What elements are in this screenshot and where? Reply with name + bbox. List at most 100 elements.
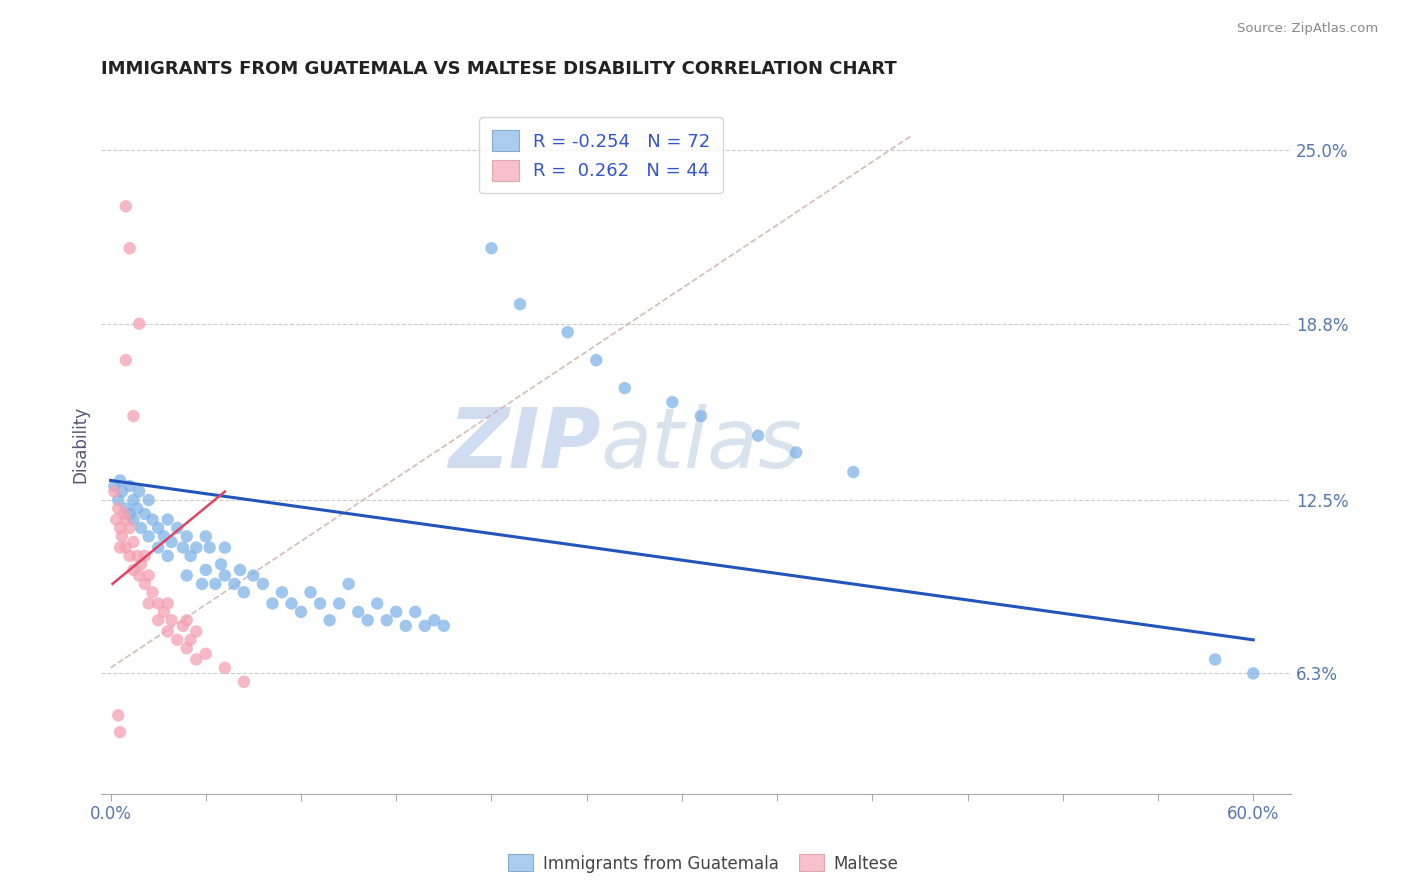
Point [172, 619, 194, 633]
Point [107, 493, 129, 508]
Point [385, 605, 408, 619]
Point [661, 395, 683, 409]
Point [118, 241, 141, 255]
Point [176, 529, 198, 543]
Point [280, 597, 302, 611]
Point [129, 558, 152, 572]
Point [375, 613, 398, 627]
Point [138, 493, 160, 508]
Point [172, 541, 194, 555]
Point [160, 613, 183, 627]
Point [156, 597, 179, 611]
Point [1204, 652, 1226, 666]
Point [118, 549, 141, 563]
Point [141, 585, 163, 599]
Point [209, 558, 232, 572]
Point [242, 568, 264, 582]
Point [108, 474, 131, 488]
Point [108, 521, 131, 535]
Point [318, 613, 340, 627]
Point [191, 577, 214, 591]
Point [252, 577, 274, 591]
Point [557, 325, 579, 339]
Legend: R = -0.254   N = 72, R =  0.262   N = 44: R = -0.254 N = 72, R = 0.262 N = 44 [479, 118, 723, 194]
Y-axis label: Disability: Disability [72, 406, 89, 483]
Point [114, 199, 136, 213]
Point [114, 541, 136, 555]
Point [395, 619, 418, 633]
Point [413, 619, 436, 633]
Point [108, 725, 131, 739]
Point [299, 585, 322, 599]
Point [118, 507, 141, 521]
Point [127, 501, 149, 516]
Point [153, 529, 176, 543]
Point [134, 577, 156, 591]
Point [198, 541, 221, 555]
Point [111, 529, 134, 543]
Point [156, 512, 179, 526]
Point [129, 521, 152, 535]
Point [232, 674, 254, 689]
Point [114, 512, 136, 526]
Point [194, 529, 217, 543]
Text: ZIP: ZIP [449, 403, 600, 484]
Point [114, 353, 136, 368]
Point [290, 605, 312, 619]
Point [118, 521, 141, 535]
Point [176, 641, 198, 656]
Point [271, 585, 294, 599]
Point [103, 484, 125, 499]
Point [148, 613, 170, 627]
Point [122, 535, 145, 549]
Point [127, 549, 149, 563]
Point [138, 568, 160, 582]
Point [481, 241, 503, 255]
Point [112, 507, 135, 521]
Point [148, 541, 170, 555]
Point [785, 445, 807, 459]
Point [347, 605, 370, 619]
Point [108, 541, 131, 555]
Point [433, 619, 456, 633]
Point [118, 479, 141, 493]
Point [404, 605, 426, 619]
Point [114, 501, 136, 516]
Point [166, 632, 188, 647]
Point [194, 563, 217, 577]
Point [747, 428, 769, 442]
Point [613, 381, 636, 395]
Point [122, 409, 145, 423]
Point [111, 484, 134, 499]
Point [224, 577, 246, 591]
Point [107, 708, 129, 723]
Point [122, 493, 145, 508]
Point [690, 409, 713, 423]
Point [128, 484, 150, 499]
Text: atlas: atlas [600, 403, 803, 484]
Point [337, 577, 360, 591]
Point [309, 597, 332, 611]
Point [232, 585, 254, 599]
Point [134, 549, 156, 563]
Point [176, 568, 198, 582]
Point [1241, 666, 1264, 681]
Text: IMMIGRANTS FROM GUATEMALA VS MALTESE DISABILITY CORRELATION CHART: IMMIGRANTS FROM GUATEMALA VS MALTESE DIS… [101, 60, 897, 78]
Point [138, 529, 160, 543]
Point [105, 512, 128, 526]
Point [194, 647, 217, 661]
Point [585, 353, 607, 368]
Point [180, 549, 202, 563]
Point [148, 521, 170, 535]
Point [160, 535, 183, 549]
Point [423, 613, 446, 627]
Point [156, 549, 179, 563]
Point [153, 605, 176, 619]
Point [186, 624, 208, 639]
Legend: Immigrants from Guatemala, Maltese: Immigrants from Guatemala, Maltese [501, 847, 905, 880]
Point [186, 652, 208, 666]
Point [156, 624, 179, 639]
Point [176, 613, 198, 627]
Point [214, 541, 236, 555]
Point [214, 661, 236, 675]
